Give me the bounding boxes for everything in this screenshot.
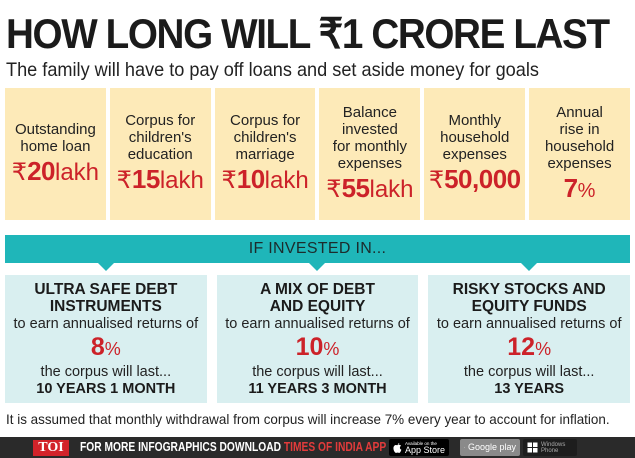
promo-text: FOR MORE INFOGRAPHICS DOWNLOAD TIMES OF … — [80, 439, 386, 456]
scenario-returns-text: to earn annualised returns of — [225, 315, 410, 332]
fact-card-education: Corpus for children's education ₹15lakh — [109, 88, 211, 220]
facts-row: Outstanding home loan ₹20lakh Corpus for… — [5, 88, 630, 220]
banner-pointer-icon — [521, 263, 537, 271]
apple-icon — [393, 442, 402, 453]
fact-card-annual-rise: Annual rise in household expenses 7% — [529, 88, 630, 220]
fact-value: 7% — [564, 174, 596, 207]
fact-card-marriage: Corpus for children's marriage ₹10lakh — [214, 88, 316, 220]
scenario-last-text: the corpus will last... — [463, 363, 595, 380]
scenario-duration: 13 YEARS — [494, 380, 565, 397]
footnote: It is assumed that monthly withdrawal fr… — [6, 411, 610, 427]
windows-phone-text: Windows Phone — [541, 441, 566, 454]
if-invested-banner: IF INVESTED IN... — [5, 235, 630, 263]
google-play-icon — [464, 447, 465, 448]
rate-unit: % — [104, 338, 121, 359]
rate-number: 10 — [295, 332, 324, 361]
scenario-returns-text: to earn annualised returns of — [436, 315, 622, 332]
fact-number: 20 — [27, 155, 55, 186]
scenario-duration: 11 YEARS 3 MONTH — [248, 380, 387, 397]
fact-label: Outstanding home loan — [14, 120, 96, 155]
rupee-symbol: ₹ — [428, 167, 445, 194]
windows-icon — [527, 442, 538, 453]
fact-label: Monthly household expenses — [440, 112, 510, 163]
rupee-symbol: ₹ — [11, 158, 28, 186]
banner-pointer-icon — [98, 263, 114, 271]
page-title: HOW LONG WILL ₹1 CRORE LAST — [6, 10, 610, 57]
windows-phone-badge[interactable]: Windows Phone — [523, 439, 577, 456]
fact-value: ₹50,000 — [429, 165, 521, 198]
scenario-rate: 8% — [91, 334, 121, 364]
scenario-card-equity: RISKY STOCKS AND EQUITY FUNDS to earn an… — [428, 275, 631, 403]
scenarios-row: ULTRA SAFE DEBT INSTRUMENTS to earn annu… — [5, 275, 631, 403]
rate-unit: % — [323, 338, 340, 359]
fact-label: Corpus for children's education — [125, 112, 196, 163]
fact-card-balance: Balance invested for monthly expenses ₹5… — [319, 88, 421, 220]
fact-unit: lakh — [55, 158, 100, 186]
scenario-rate: 12% — [507, 334, 551, 364]
fact-unit: lakh — [369, 175, 414, 203]
fact-number: 10 — [236, 164, 265, 194]
fact-value: ₹55lakh — [326, 174, 413, 207]
fact-label: Balance invested for monthly expenses — [332, 103, 407, 172]
fact-value: ₹15lakh — [117, 165, 204, 198]
toi-logo[interactable]: TOI — [33, 440, 69, 456]
google-play-badge[interactable]: Google play — [460, 439, 520, 456]
fact-label: Annual rise in household expenses — [544, 103, 615, 172]
fact-card-monthly-expenses: Monthly household expenses ₹50,000 — [424, 88, 526, 220]
rate-number: 12 — [507, 332, 536, 361]
fact-label: Corpus for children's marriage — [230, 112, 301, 163]
rate-number: 8 — [90, 332, 105, 361]
fact-value: ₹10lakh — [221, 165, 308, 198]
app-store-text: Available on the App Store — [404, 440, 445, 455]
fact-card-home-loan: Outstanding home loan ₹20lakh — [5, 88, 106, 220]
promo-text-main: FOR MORE INFOGRAPHICS DOWNLOAD — [80, 440, 284, 454]
percent-unit: % — [577, 179, 596, 202]
banner-pointer-icon — [309, 263, 325, 271]
scenario-rate: 10% — [296, 334, 340, 364]
google-play-text: Google play — [467, 442, 516, 452]
scenario-duration: 10 YEARS 1 MONTH — [36, 380, 176, 397]
rate-unit: % — [535, 338, 552, 359]
fact-number: 15 — [131, 164, 160, 194]
fact-unit: lakh — [264, 167, 309, 194]
scenario-title: ULTRA SAFE DEBT INSTRUMENTS — [34, 280, 178, 315]
rupee-symbol: ₹ — [221, 167, 237, 194]
page-subtitle: The family will have to pay off loans an… — [6, 59, 539, 81]
scenario-last-text: the corpus will last... — [40, 363, 172, 380]
scenario-card-mix: A MIX OF DEBT AND EQUITY to earn annuali… — [216, 275, 419, 403]
scenario-last-text: the corpus will last... — [252, 363, 383, 380]
fact-unit: lakh — [159, 167, 204, 194]
scenario-title: A MIX OF DEBT AND EQUITY — [260, 280, 375, 315]
scenario-card-debt: ULTRA SAFE DEBT INSTRUMENTS to earn annu… — [5, 275, 207, 403]
fact-number: 7 — [563, 172, 578, 203]
promo-text-app[interactable]: TIMES OF INDIA APP — [283, 440, 387, 454]
scenario-title: RISKY STOCKS AND EQUITY FUNDS — [452, 280, 606, 315]
rupee-symbol: ₹ — [326, 175, 342, 203]
fact-number: 50,000 — [444, 164, 521, 194]
fact-number: 55 — [341, 172, 370, 203]
app-store-badge[interactable]: Available on the App Store — [389, 439, 449, 456]
fact-value: ₹20lakh — [12, 157, 99, 190]
scenario-returns-text: to earn annualised returns of — [13, 315, 199, 332]
rupee-symbol: ₹ — [116, 167, 132, 194]
